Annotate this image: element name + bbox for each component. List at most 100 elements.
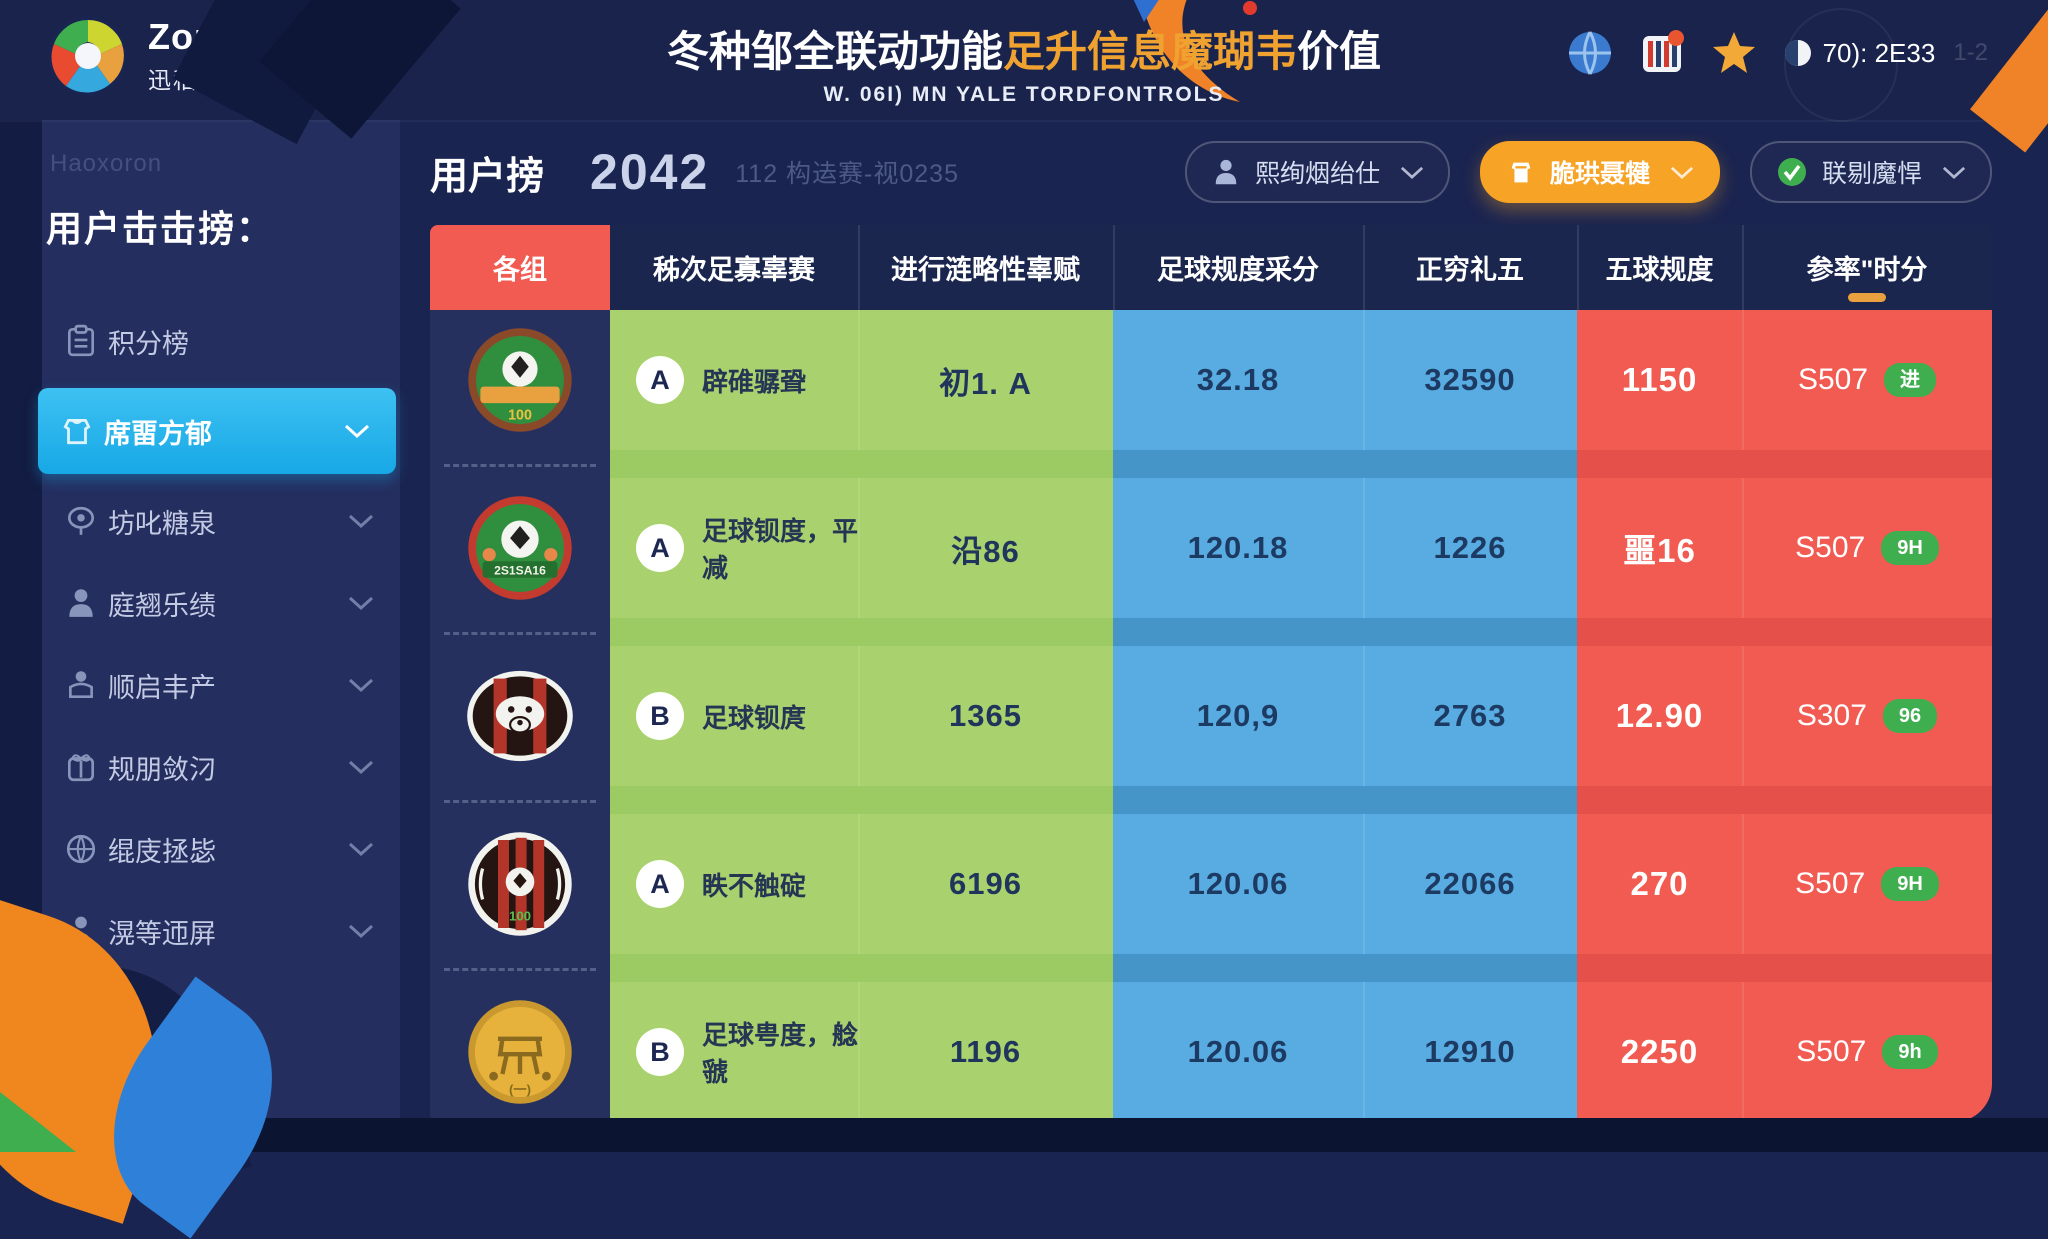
logo-mark: [48, 16, 128, 96]
status-badge: 进: [1884, 363, 1937, 397]
status-filter-label: 联剔魔悍: [1821, 160, 1922, 188]
time-cell: S507 进: [1742, 310, 1992, 450]
dashed-divider: [444, 968, 596, 971]
team-crest-striped-ball: 100: [468, 832, 572, 936]
status-badge: 9h: [1882, 1035, 1938, 1069]
col-header-team: 秭次足寡辜赛: [653, 255, 815, 285]
team-cell: A 眣不触碇: [610, 814, 858, 954]
sidebar-item-label: 绲庋拯毖: [108, 836, 216, 867]
svg-text:(一): (一): [509, 1082, 531, 1097]
sidebar-title: 用户击击搒：: [46, 208, 275, 249]
rites-value: 12910: [1363, 982, 1577, 1122]
rites-value: 32590: [1363, 310, 1577, 450]
gift-icon: [67, 754, 95, 782]
row-separator: [430, 954, 1992, 982]
col-header-rites: 正穷礼五: [1363, 225, 1577, 310]
status-badge: 96: [1882, 699, 1938, 733]
sidebar-item-label: 顺启丰产: [108, 672, 216, 703]
chevron-down-icon: [348, 760, 374, 775]
score-value: 120.06: [1113, 982, 1363, 1122]
sidebar-item-5[interactable]: 顺启丰产: [42, 644, 400, 726]
status-filter-button[interactable]: 联剔魔悍: [1749, 141, 1992, 203]
code-value: S507: [1795, 531, 1866, 564]
group-letter: B: [636, 692, 684, 740]
bottom-bar: [0, 1118, 2048, 1152]
row-separator: [430, 450, 1992, 478]
team-cell: B 足球甹度，艌虢: [610, 982, 858, 1122]
col-header-time-label: 参率"时分: [1806, 255, 1928, 285]
strategy-value: 沿86: [858, 478, 1113, 618]
team-crest-striped-dog: [467, 670, 573, 762]
col-header-group: 各组: [430, 225, 610, 310]
banner-title-part3: 价值: [1297, 28, 1382, 75]
team-name: 足球钡庹: [702, 702, 807, 733]
page-banner-title: 冬种邹全联动功能足升信息魔瑚韦价值 W. 06I) MN YALE TORDFO…: [474, 18, 1574, 107]
team-crest-cell: 100: [430, 814, 610, 954]
rites-value: 2763: [1363, 646, 1577, 786]
team-crest-green: 100: [468, 328, 572, 432]
sidebar-item-7[interactable]: 绲庋拯毖: [42, 808, 400, 890]
target-icon: [67, 506, 95, 535]
chevron-down-icon: [1670, 166, 1694, 179]
rate-value: 1150: [1577, 310, 1742, 450]
table-row[interactable]: 100 A 眣不触碇 6196 120.06 22066 270 S507 9H: [430, 814, 1992, 954]
team-crest-cell: (一): [430, 982, 610, 1122]
star-icon[interactable]: [1711, 30, 1757, 76]
banner-subtitle: W. 06I) MN YALE TORDFONTROLS: [823, 83, 1225, 106]
clock-widget[interactable]: 70): 2E33 1-2: [1783, 38, 1988, 69]
clock-icon: [1784, 40, 1811, 66]
primary-filter-button[interactable]: 脆珙聂犍: [1479, 141, 1720, 203]
team-crest-cell: [430, 646, 610, 786]
col-header-strategy: 进行涟略性辜赋: [858, 225, 1113, 310]
rate-value: 270: [1577, 814, 1742, 954]
strategy-value: 1365: [858, 646, 1113, 786]
row-separator: [430, 618, 1992, 646]
time-cell: S507 9h: [1742, 982, 1992, 1122]
toolbar: 用户搒 2042 112 构迲赛-视0235 熙绚烟绐仕 脆珙聂犍 联剔魔悍: [430, 138, 1992, 206]
table-row[interactable]: B 足球钡庹 1365 120,9 2763 12.90 S307 96: [430, 646, 1992, 786]
header-icons: 70): 2E33 1-2: [1567, 30, 1988, 76]
globe-people-icon: [66, 834, 96, 864]
sidebar-item-label: 庭翘乐绩: [108, 590, 216, 621]
col-header-time: 参率"时分: [1742, 225, 1992, 310]
dashed-divider: [444, 632, 596, 635]
rites-value: 22066: [1363, 814, 1577, 954]
team-name: 辟碓骣聓: [702, 366, 807, 397]
code-value: S507: [1797, 363, 1869, 396]
globe-icon[interactable]: [1567, 30, 1613, 76]
chevron-down-icon: [348, 514, 374, 529]
table-header-row: 各组 秭次足寡辜赛 进行涟略性辜赋 足球规度采分 正穷礼五 五球规度 参率"时分: [430, 225, 1992, 310]
decor-ring: [1784, 8, 1898, 122]
score-value: 120.18: [1113, 478, 1363, 618]
table-row[interactable]: 100 A 辟碓骣聓 初1. A 32.18 32590 1150 S507 进: [430, 310, 1992, 450]
decor-corner-stripe: [1970, 0, 2048, 153]
strategy-value: 1196: [858, 982, 1113, 1122]
score-value: 120,9: [1113, 646, 1363, 786]
sidebar-item-3[interactable]: 坊叱糖泉: [42, 480, 400, 562]
sidebar-item-label: 席畱方郁: [104, 418, 212, 449]
chevron-down-icon: [1400, 166, 1424, 179]
time-ghost-label: 1-2: [1953, 39, 1988, 66]
svg-text:100: 100: [509, 908, 531, 923]
filter-users-button[interactable]: 熙绚烟绐仕: [1184, 141, 1450, 203]
chevron-down-icon: [348, 842, 374, 857]
table-row[interactable]: (一) B 足球甹度，艌虢 1196 120.06 12910 2250 S50…: [430, 982, 1992, 1122]
sidebar-item-standings[interactable]: 积分榜: [42, 300, 400, 382]
sidebar-item-active[interactable]: 席畱方郁: [38, 388, 396, 474]
check-circle-icon: [1777, 158, 1806, 186]
team-crest-cell: 100: [430, 310, 610, 450]
team-name: 足球钡度，平减: [702, 516, 859, 583]
sidebar-item-4[interactable]: 庭翘乐绩: [42, 562, 400, 644]
team-name: 眣不触碇: [702, 870, 807, 901]
sidebar-item-6[interactable]: 规朋敛汈: [42, 726, 400, 808]
rate-value: 2250: [1577, 982, 1742, 1122]
calendar-icon[interactable]: [1639, 30, 1685, 76]
filter-users-label: 熙绚烟绐仕: [1254, 160, 1380, 188]
person-icon: [69, 589, 93, 617]
sidebar-item-label: 规朋敛汈: [108, 754, 216, 785]
sidebar-item-label: 积分榜: [108, 328, 189, 359]
svg-text:2S1SA16: 2S1SA16: [494, 563, 546, 577]
person-desk-icon: [69, 671, 93, 699]
primary-filter-label: 脆珙聂犍: [1549, 160, 1650, 188]
table-row[interactable]: 2S1SA16 A 足球钡度，平减 沿86 120.18 1226 噩16 S5…: [430, 478, 1992, 618]
